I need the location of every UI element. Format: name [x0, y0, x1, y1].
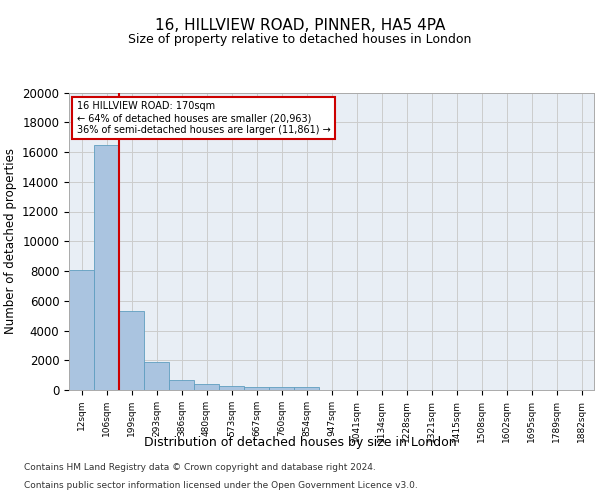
- Bar: [119, 311, 144, 390]
- Bar: [244, 387, 269, 390]
- Text: Distribution of detached houses by size in London: Distribution of detached houses by size …: [143, 436, 457, 449]
- Bar: [194, 384, 219, 390]
- Bar: [94, 144, 119, 390]
- Text: Contains HM Land Registry data © Crown copyright and database right 2024.: Contains HM Land Registry data © Crown c…: [24, 464, 376, 472]
- Bar: [144, 362, 169, 390]
- Text: 16, HILLVIEW ROAD, PINNER, HA5 4PA: 16, HILLVIEW ROAD, PINNER, HA5 4PA: [155, 18, 445, 32]
- Text: Contains public sector information licensed under the Open Government Licence v3: Contains public sector information licen…: [24, 481, 418, 490]
- Bar: [169, 380, 194, 390]
- Text: Size of property relative to detached houses in London: Size of property relative to detached ho…: [128, 32, 472, 46]
- Bar: [219, 386, 244, 390]
- Bar: [294, 386, 319, 390]
- Bar: [269, 388, 294, 390]
- Bar: [69, 270, 94, 390]
- Text: 16 HILLVIEW ROAD: 170sqm
← 64% of detached houses are smaller (20,963)
36% of se: 16 HILLVIEW ROAD: 170sqm ← 64% of detach…: [77, 102, 331, 134]
- Y-axis label: Number of detached properties: Number of detached properties: [4, 148, 17, 334]
